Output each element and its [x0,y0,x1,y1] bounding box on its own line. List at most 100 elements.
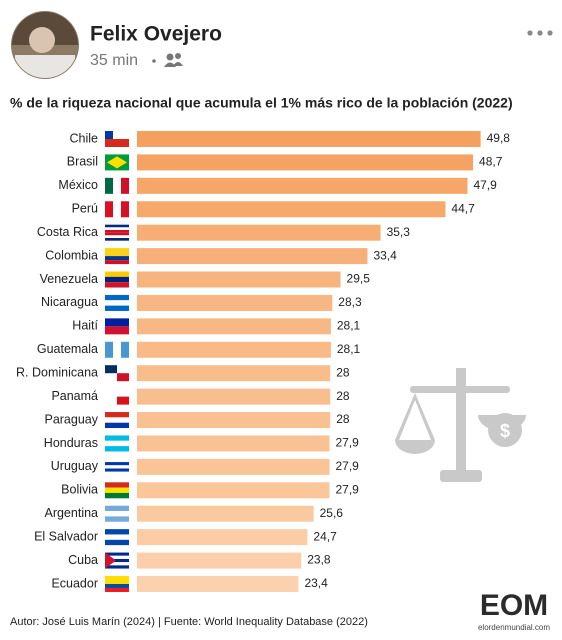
category-label: Chile [70,131,99,145]
category-label: Uruguay [51,459,99,473]
flag [105,487,129,493]
category-label: Bolivia [61,483,98,497]
flag [105,412,129,418]
bar [137,154,474,171]
category-label: Haití [72,319,98,333]
flag [105,131,129,139]
value-label: 47,9 [474,178,498,192]
bar [137,552,302,569]
post-time[interactable]: 35 min [90,52,138,69]
bar [137,248,368,265]
flag [121,177,129,194]
flag [105,440,129,447]
flag [105,575,129,580]
flag [113,341,121,358]
flag [121,341,129,358]
flag [105,365,117,374]
value-label: 27,9 [336,436,360,450]
flag [105,230,129,233]
flag [105,465,129,469]
flag [105,139,129,147]
value-label: 23,8 [307,553,331,567]
logo-site: elordenmundial.com [478,623,550,632]
category-label: Brasil [67,155,98,169]
flag [105,238,129,241]
bar [137,458,330,475]
value-label: 49,8 [487,131,511,145]
flag [105,227,129,231]
bar [137,341,331,358]
bar [137,435,330,452]
value-label: 25,6 [320,506,344,520]
flag [105,294,129,301]
flag [105,260,129,265]
value-label: 33,4 [373,248,397,262]
flag [105,482,129,488]
flag [113,201,121,218]
audience-icon[interactable] [164,53,183,67]
logo: EOM [480,589,548,622]
flag [105,587,129,592]
flag [105,534,129,540]
chart-title: % de la riqueza nacional que acumula el … [10,95,513,111]
value-label: 28 [336,365,350,379]
bar [137,294,333,311]
value-label: 24,7 [313,529,337,543]
balance-icon [395,368,526,482]
flag [105,446,129,452]
flag [105,177,113,194]
flag [105,552,116,569]
category-label: Guatemala [37,342,98,356]
category-label: Paraguay [44,412,98,426]
flag [105,224,129,228]
flag [105,492,129,499]
flag [105,248,129,253]
value-label: 28,1 [337,319,361,333]
flag [105,505,129,512]
flag [105,388,117,397]
value-label: 23,4 [304,576,328,590]
category-label: El Salvador [34,529,98,543]
separator [152,59,156,63]
flag [105,256,129,261]
flag [105,341,113,358]
flag [105,539,129,546]
flag [105,555,129,559]
category-label: Panamá [51,389,98,403]
flag [105,300,129,306]
flag [105,516,129,522]
flag [105,326,129,335]
bar [137,575,299,592]
flag [105,232,129,236]
flag [105,271,129,277]
more-options[interactable] [527,30,553,36]
author-name[interactable]: Felix Ovejero [90,23,222,46]
bar [137,131,481,147]
flag [121,201,129,218]
flag [107,156,127,169]
flag [105,435,129,441]
bar [137,271,341,288]
flag [105,511,129,517]
avatar[interactable] [10,10,80,85]
flag [105,579,129,584]
flag [105,201,113,218]
flag [117,373,129,382]
flag [105,468,129,472]
flag [113,177,121,194]
flag [105,529,129,535]
flag [117,396,129,405]
bar [137,482,330,499]
bar [137,388,331,405]
bar [137,529,308,546]
flag [105,417,129,423]
flag [105,565,129,569]
bar [137,177,468,194]
flag [105,252,129,257]
flag [105,318,129,327]
bar [137,224,381,241]
dollar-sign: $ [500,421,510,441]
flag [105,276,129,283]
value-label: 27,9 [336,459,360,473]
